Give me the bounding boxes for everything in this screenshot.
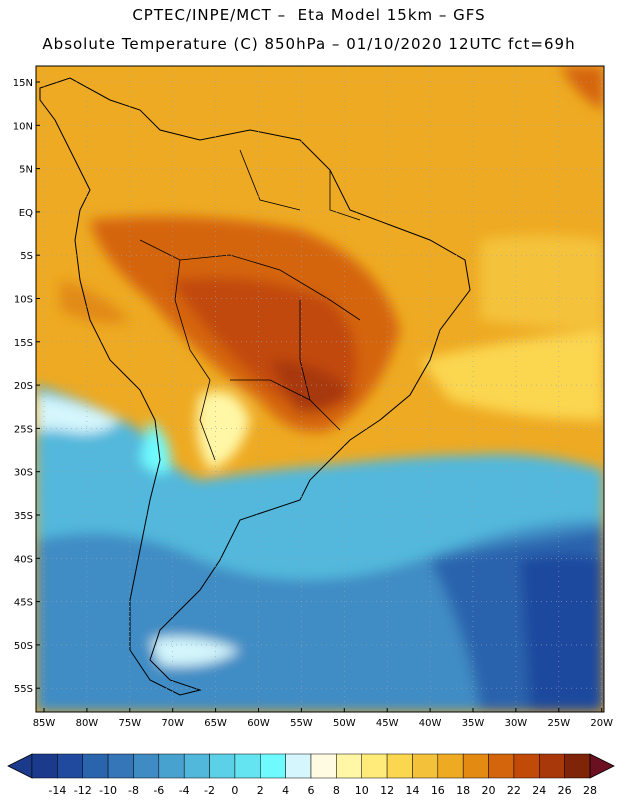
lat-label: 20S <box>14 381 33 392</box>
temperature-field <box>36 66 604 712</box>
colorbar-label: -6 <box>153 784 164 797</box>
colorbar-swatch <box>412 753 439 779</box>
lat-label: 15S <box>14 338 33 349</box>
colorbar: -14 -12 -10 -8 -6 -4 -2 0 2 4 6 8 10 12 14 16 18 20 22 24 26… <box>7 753 615 797</box>
lon-label: 75W <box>118 718 141 729</box>
colorbar-swatch <box>564 753 591 779</box>
colorbar-label: -2 <box>204 784 215 797</box>
colorbar-label: -12 <box>74 784 92 797</box>
colorbar-swatch <box>234 753 261 779</box>
lon-label: 70W <box>161 718 184 729</box>
lat-label: 45S <box>14 598 33 609</box>
colorbar-swatch <box>260 753 286 779</box>
colorbar-swatch <box>57 753 83 779</box>
colorbar-swatch <box>488 753 515 779</box>
lon-label: 65W <box>204 718 227 729</box>
colorbar-label: 28 <box>583 784 597 797</box>
lon-label: 30W <box>505 718 528 729</box>
colorbar-label: 8 <box>333 784 340 797</box>
colorbar-label: 24 <box>532 784 546 797</box>
colorbar-label: 18 <box>456 784 470 797</box>
colorbar-swatch <box>386 753 413 779</box>
lat-label: 30S <box>14 468 33 479</box>
colorbar-swatch <box>107 753 134 779</box>
lon-label: 45W <box>376 718 399 729</box>
coastline <box>39 77 471 696</box>
colorbar-label: 0 <box>231 784 238 797</box>
map-title: CPTEC/INPE/MCT – Eta Model 15km – GFS <box>132 6 486 24</box>
lat-label: 5S <box>20 251 33 262</box>
colorbar-label: 6 <box>308 784 315 797</box>
colorbar-min-arrow <box>7 753 33 779</box>
lon-label: 55W <box>290 718 313 729</box>
lat-label: 10N <box>13 121 33 132</box>
map-subtitle: Absolute Temperature (C) 850hPa – 01/10/… <box>42 35 576 53</box>
colorbar-label: 2 <box>257 784 264 797</box>
lat-label: 55S <box>14 684 33 695</box>
colorbar-swatch <box>462 753 489 779</box>
lon-label: 50W <box>333 718 356 729</box>
lat-label: 15N <box>13 78 33 89</box>
lat-label: 40S <box>14 554 33 565</box>
colorbar-label: -10 <box>99 784 117 797</box>
lon-label: 35W <box>462 718 485 729</box>
colorbar-label: 22 <box>507 784 521 797</box>
colorbar-swatch <box>82 753 109 779</box>
colorbar-label: -8 <box>128 784 139 797</box>
colorbar-label: 26 <box>558 784 572 797</box>
colorbar-swatch <box>209 753 236 779</box>
colorbar-label: -4 <box>179 784 190 797</box>
map-frame <box>35 65 605 713</box>
country-borders <box>139 149 361 461</box>
lon-label: 25W <box>547 718 570 729</box>
colorbar-max-arrow <box>589 753 615 779</box>
colorbar-label: 4 <box>282 784 289 797</box>
lon-label: 40W <box>419 718 442 729</box>
colorbar-swatch <box>183 753 210 779</box>
colorbar-swatch <box>539 753 565 779</box>
lat-label: 5N <box>19 165 33 176</box>
lat-label: 25S <box>14 424 33 435</box>
colorbar-label: 12 <box>380 784 394 797</box>
lon-label: 60W <box>247 718 270 729</box>
colorbar-label: 16 <box>431 784 445 797</box>
colorbar-label: 10 <box>355 784 369 797</box>
colorbar-label: 20 <box>482 784 496 797</box>
colorbar-label: 14 <box>405 784 419 797</box>
lat-label: 10S <box>14 295 33 306</box>
colorbar-swatch <box>310 753 337 779</box>
colorbar-label: -14 <box>48 784 66 797</box>
lat-label: EQ <box>19 208 33 219</box>
lon-label: 80W <box>76 718 99 729</box>
lat-label: 35S <box>14 511 33 522</box>
colorbar-swatch <box>158 753 185 779</box>
colorbar-swatch <box>31 753 58 779</box>
colorbar-swatch <box>361 753 388 779</box>
colorbar-swatch <box>513 753 540 779</box>
lat-label: 50S <box>14 641 33 652</box>
colorbar-swatch <box>285 753 312 779</box>
colorbar-swatch <box>437 753 464 779</box>
lon-label: 20W <box>590 718 613 729</box>
colorbar-swatch <box>133 753 160 779</box>
colorbar-swatch <box>336 753 362 779</box>
lon-label: 85W <box>33 718 56 729</box>
